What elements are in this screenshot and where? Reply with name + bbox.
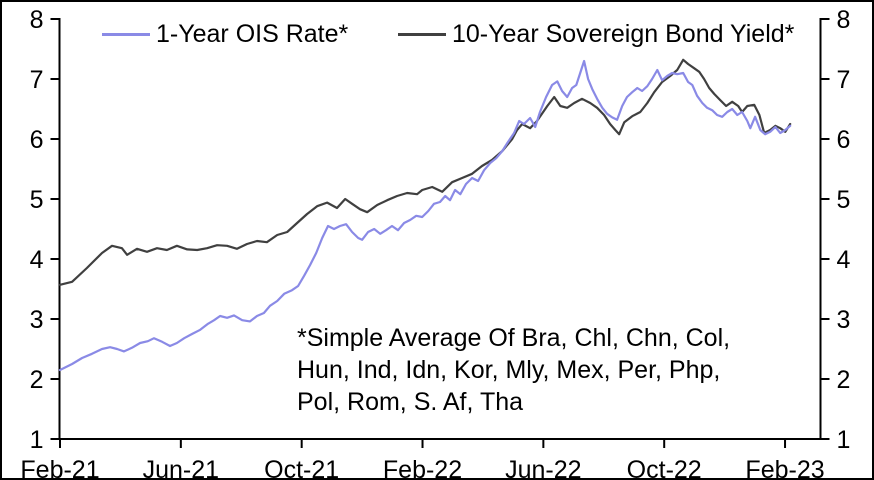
- x-tick-label: Oct-22: [627, 456, 702, 480]
- y-tick-label-right: 3: [837, 306, 851, 334]
- x-tick-label: Feb-23: [745, 456, 824, 480]
- bond-legend-label: 10-Year Sovereign Bond Yield*: [452, 19, 795, 48]
- x-tick-label: Feb-21: [20, 456, 99, 480]
- y-tick-label-left: 8: [30, 6, 44, 34]
- y-tick-label-left: 6: [30, 126, 44, 154]
- y-tick-label-right: 6: [837, 126, 851, 154]
- axis-frame: [58, 18, 822, 440]
- footnote-line: Pol, Rom, S. Af, Tha: [297, 388, 524, 416]
- legend-item-ois: 1-Year OIS Rate*: [102, 20, 348, 48]
- x-tick-label: Jun-21: [143, 456, 219, 480]
- y-tick-label-right: 7: [837, 66, 851, 94]
- ois-rate-line: [58, 59, 792, 372]
- y-tick-label-left: 5: [30, 186, 44, 214]
- y-tick-label-right: 8: [837, 6, 851, 34]
- x-tick-label: Feb-22: [383, 456, 462, 480]
- legend-item-bond: 10-Year Sovereign Bond Yield*: [398, 20, 794, 48]
- y-tick-label-right: 2: [837, 366, 851, 394]
- y-tick-label-left: 2: [30, 366, 44, 394]
- footnote: *Simple Average Of Bra, Chl, Chn, Col, H…: [297, 322, 757, 418]
- y-tick-label-right: 1: [837, 426, 851, 454]
- y-tick-label-right: 4: [837, 246, 851, 274]
- footnote-line: *Simple Average Of Bra, Chl, Chn, Col,: [297, 324, 731, 352]
- bond-line-swatch: [398, 32, 446, 36]
- y-tick-label-left: 7: [30, 66, 44, 94]
- x-tick-label: Oct-21: [264, 456, 339, 480]
- y-tick-label-left: 1: [30, 426, 44, 454]
- y-tick-label-left: 4: [30, 246, 44, 274]
- y-tick-label-left: 3: [30, 306, 44, 334]
- footnote-line: Hun, Ind, Idn, Kor, Mly, Mex, Per, Php,: [297, 356, 721, 384]
- ois-line-swatch: [102, 32, 150, 36]
- bond-yield-line: [58, 58, 792, 286]
- x-tick-label: Jun-22: [505, 456, 581, 480]
- ois-legend-label: 1-Year OIS Rate*: [156, 19, 349, 48]
- y-tick-label-right: 5: [837, 186, 851, 214]
